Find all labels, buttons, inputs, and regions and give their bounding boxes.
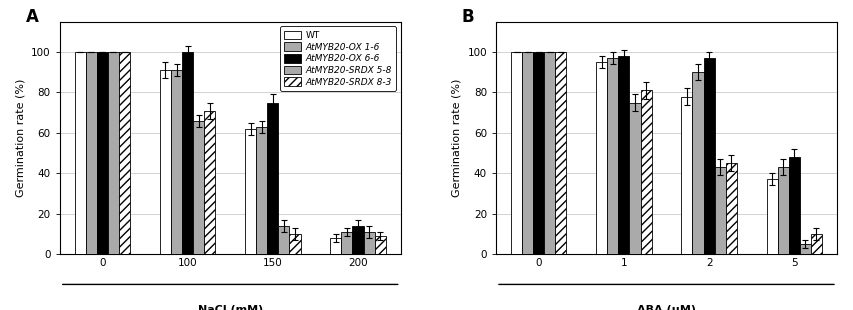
Text: B: B — [461, 8, 474, 26]
Bar — [289, 234, 300, 254]
Bar — [193, 121, 204, 254]
Y-axis label: Germination rate (%): Germination rate (%) — [451, 79, 461, 197]
Bar — [267, 103, 278, 254]
Bar — [204, 111, 215, 254]
Y-axis label: Germination rate (%): Germination rate (%) — [15, 79, 26, 197]
Bar — [256, 127, 267, 254]
Bar — [618, 56, 629, 254]
Bar — [107, 52, 119, 254]
Bar — [725, 163, 736, 254]
Bar — [119, 52, 130, 254]
Bar — [777, 167, 788, 254]
Bar — [714, 167, 725, 254]
Bar — [341, 232, 352, 254]
Bar — [352, 226, 363, 254]
Bar — [532, 52, 543, 254]
Bar — [629, 103, 640, 254]
Bar — [171, 70, 182, 254]
Bar — [510, 52, 521, 254]
Text: NaCl (mM): NaCl (mM) — [197, 305, 263, 310]
Bar — [799, 244, 810, 254]
Bar — [543, 52, 554, 254]
Bar — [278, 226, 289, 254]
Bar — [160, 70, 171, 254]
Text: A: A — [26, 8, 38, 26]
Bar — [374, 236, 386, 254]
Text: ABA (μM): ABA (μM) — [636, 305, 695, 310]
Legend: WT, AtMYB20-OX 1-6, AtMYB20-OX 6-6, AtMYB20-SRDX 5-8, AtMYB20-SRDX 8-3: WT, AtMYB20-OX 1-6, AtMYB20-OX 6-6, AtMY… — [280, 26, 396, 91]
Bar — [692, 72, 703, 254]
Bar — [606, 58, 618, 254]
Bar — [96, 52, 107, 254]
Bar — [681, 96, 692, 254]
Bar — [703, 58, 714, 254]
Bar — [766, 179, 777, 254]
Bar — [245, 129, 256, 254]
Bar — [330, 238, 341, 254]
Bar — [810, 234, 821, 254]
Bar — [521, 52, 532, 254]
Bar — [554, 52, 566, 254]
Bar — [85, 52, 96, 254]
Bar — [788, 157, 799, 254]
Bar — [182, 52, 193, 254]
Bar — [640, 91, 651, 254]
Bar — [363, 232, 374, 254]
Bar — [595, 62, 606, 254]
Bar — [74, 52, 85, 254]
